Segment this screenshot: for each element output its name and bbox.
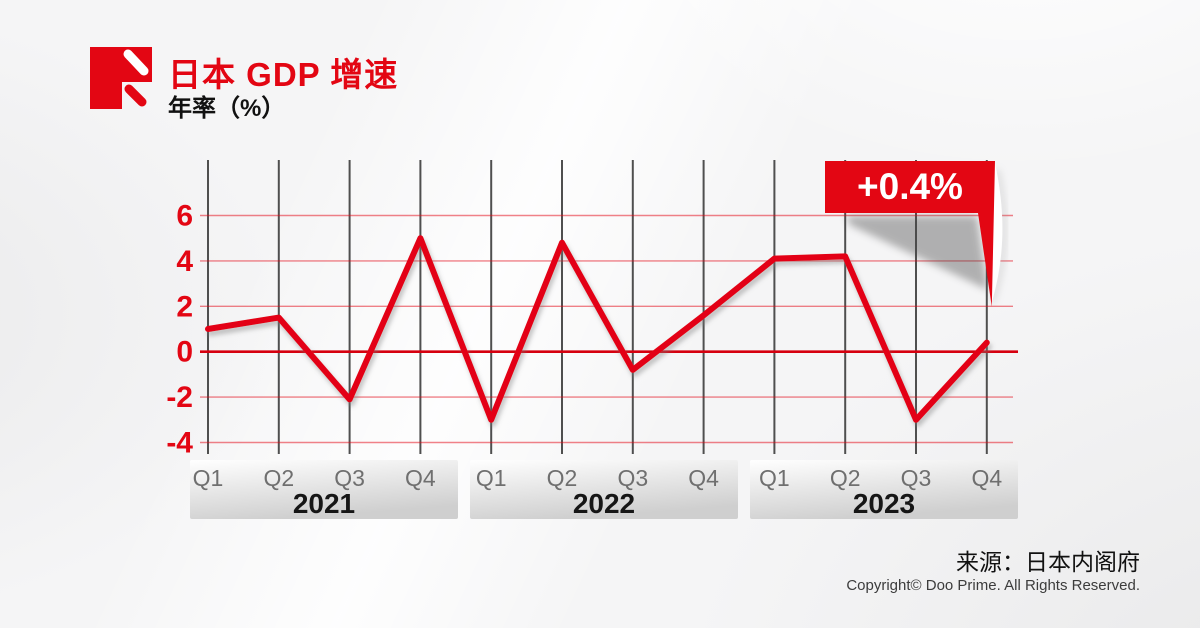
quarter-label: Q3 [617, 465, 648, 491]
gdp-line [205, 235, 990, 423]
page-subtitle: 年率（%） [168, 95, 286, 122]
annotation-badge-label: +0.4% [857, 166, 963, 207]
logo-red-stroke [124, 84, 147, 107]
y-tick-label: 4 [176, 245, 193, 278]
y-tick-label: 2 [176, 290, 193, 323]
y-tick-label: -4 [166, 427, 193, 460]
logo-white-stroke [123, 49, 149, 76]
quarter-label: Q1 [476, 465, 507, 491]
quarter-label: Q4 [971, 465, 1002, 491]
year-band [750, 460, 1018, 519]
quarter-label: Q2 [830, 465, 861, 491]
page-title: 日本 GDP 增速 [168, 56, 399, 93]
banner-shadow [846, 216, 988, 290]
quarter-label: Q4 [405, 465, 436, 491]
quarter-label: Q1 [193, 465, 224, 491]
copyright-note: Copyright© Doo Prime. All Rights Reserve… [846, 577, 1140, 594]
quarter-label: Q4 [688, 465, 719, 491]
quarter-label: Q2 [547, 465, 578, 491]
doo-prime-logo [90, 47, 152, 109]
y-tick-label: -2 [166, 381, 193, 414]
annotation-badge-shape [825, 161, 995, 307]
banner-curl-shadow [990, 169, 1006, 303]
year-band [190, 460, 458, 519]
y-tick-label: 0 [176, 336, 193, 369]
year-label: 2022 [573, 488, 635, 519]
year-band [470, 460, 738, 519]
quarter-label: Q2 [263, 465, 294, 491]
quarter-label: Q3 [901, 465, 932, 491]
quarter-label: Q1 [759, 465, 790, 491]
year-label: 2021 [293, 488, 355, 519]
quarter-label: Q3 [334, 465, 365, 491]
source-note: 来源：日本内阁府 [956, 549, 1140, 575]
y-tick-label: 6 [176, 200, 193, 233]
year-label: 2023 [853, 488, 915, 519]
